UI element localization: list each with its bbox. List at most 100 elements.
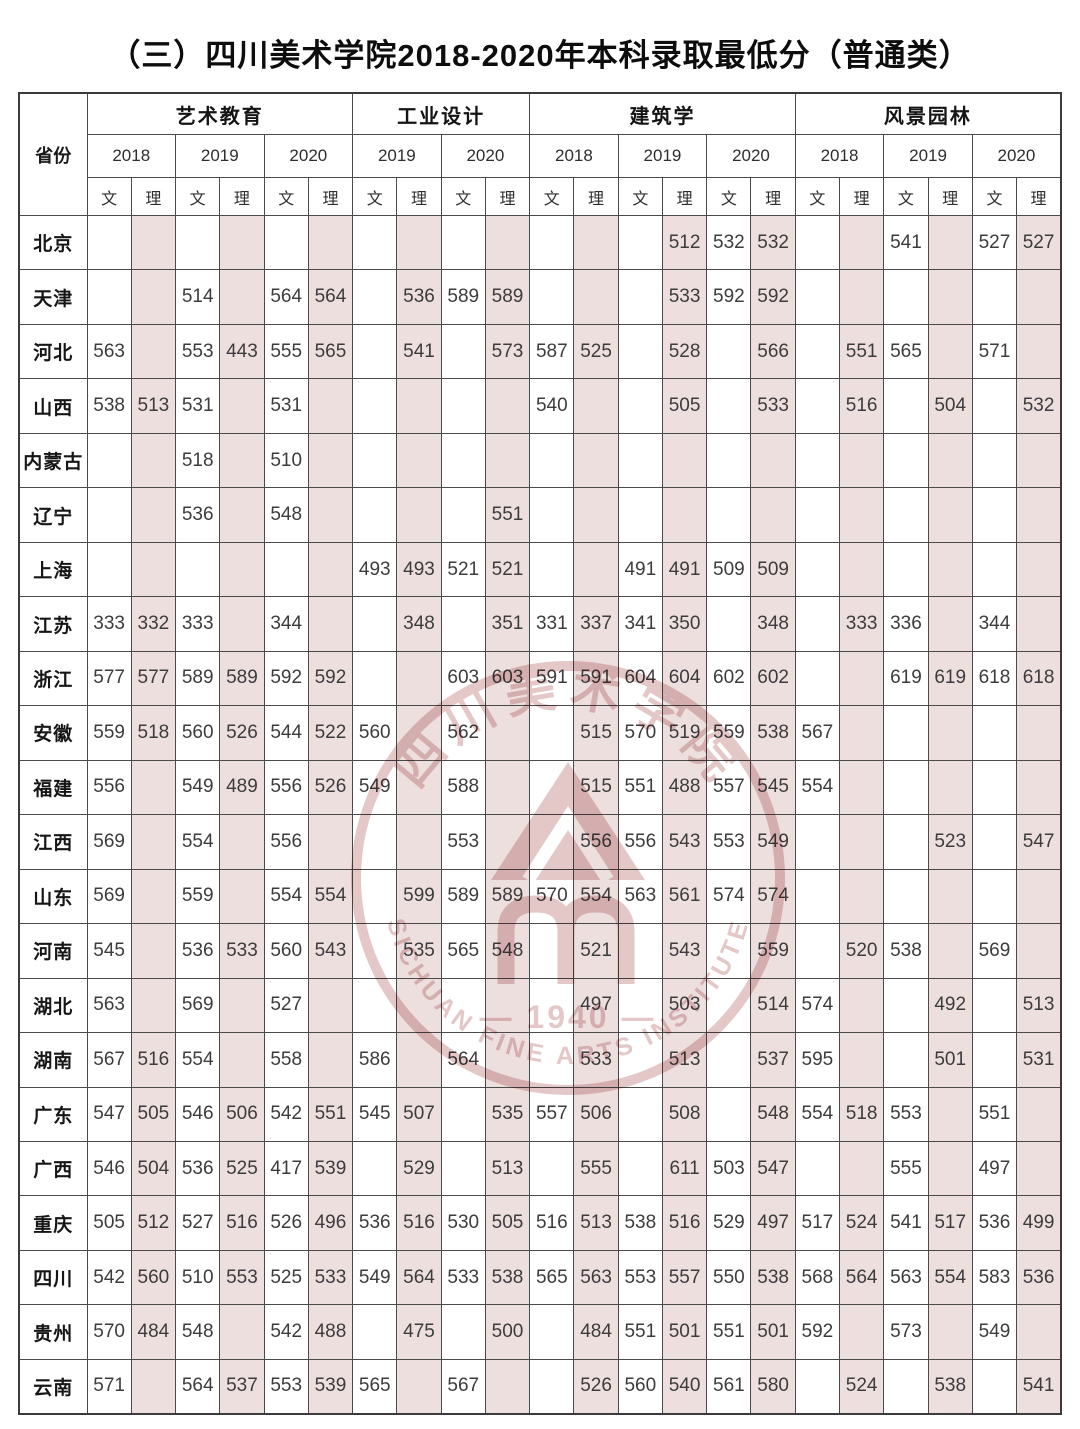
- score-cell: [794, 923, 841, 979]
- table-row: 山东 569 559 554 554 599 589 589 570 554 563 561 574 57…: [18, 868, 1062, 925]
- score-cell: [130, 432, 177, 489]
- score-cell: [307, 596, 354, 652]
- score-cell: 554: [927, 1249, 973, 1306]
- score-cell: 350: [661, 596, 708, 652]
- score-cell: 526: [573, 1358, 619, 1415]
- score-cell: 595: [794, 1032, 841, 1088]
- score-cell: [971, 705, 1018, 761]
- score-cell: [130, 868, 177, 925]
- score-cell: [175, 541, 221, 598]
- score-cell: [130, 487, 177, 543]
- province-cell: 重庆: [18, 1195, 88, 1251]
- score-cell: [1016, 1304, 1062, 1360]
- score-cell: 533: [307, 1249, 354, 1306]
- score-cell: [573, 432, 619, 489]
- score-cell: 333: [839, 596, 885, 652]
- score-cell: 514: [750, 977, 796, 1034]
- score-cell: [396, 977, 442, 1034]
- score-cell: [396, 814, 442, 870]
- score-cell: 563: [86, 323, 132, 380]
- score-cell: [927, 1086, 973, 1142]
- score-cell: [839, 1140, 885, 1197]
- score-cell: [130, 323, 177, 380]
- score-cell: [883, 759, 929, 816]
- score-cell: 543: [661, 923, 708, 979]
- score-cell: [839, 650, 885, 707]
- score-cell: 525: [573, 323, 619, 380]
- score-cell: 558: [263, 1032, 309, 1088]
- score-cell: 549: [750, 814, 796, 870]
- score-cell: 533: [440, 1249, 486, 1306]
- score-cell: [927, 214, 973, 271]
- score-cell: 497: [750, 1195, 796, 1251]
- score-cell: 551: [839, 323, 885, 380]
- title-category: （普通类）: [810, 38, 971, 73]
- score-cell: [484, 378, 531, 434]
- score-cell: [839, 541, 885, 598]
- score-cell: [839, 977, 885, 1034]
- score-cell: 565: [352, 1358, 398, 1415]
- score-cell: 532: [706, 214, 752, 271]
- score-cell: [883, 487, 929, 543]
- score-cell: [927, 1140, 973, 1197]
- province-cell: 天津: [18, 269, 88, 325]
- score-cell: [307, 214, 354, 271]
- score-cell: 577: [86, 650, 132, 707]
- score-cell: 551: [307, 1086, 354, 1142]
- province-cell: 福建: [18, 759, 88, 816]
- score-cell: 497: [573, 977, 619, 1034]
- score-cell: 554: [175, 1032, 221, 1088]
- score-cell: [86, 214, 132, 271]
- year-header: 2019: [617, 134, 708, 178]
- track-header-wen: 文: [175, 177, 221, 216]
- score-cell: 543: [661, 814, 708, 870]
- score-cell: 589: [484, 269, 531, 325]
- score-cell: [1016, 1140, 1062, 1197]
- score-cell: 570: [86, 1304, 132, 1360]
- score-cell: [352, 323, 398, 380]
- score-cell: 538: [484, 1249, 531, 1306]
- score-cell: 526: [307, 759, 354, 816]
- score-cell: [706, 487, 752, 543]
- score-cell: [617, 323, 663, 380]
- score-cell: 548: [263, 487, 309, 543]
- score-cell: 532: [750, 214, 796, 271]
- score-cell: 547: [1016, 814, 1062, 870]
- score-cell: 516: [219, 1195, 265, 1251]
- score-cell: [927, 541, 973, 598]
- score-cell: 525: [219, 1140, 265, 1197]
- score-cell: [484, 1032, 531, 1088]
- score-cell: 580: [750, 1358, 796, 1415]
- score-cell: 510: [175, 1249, 221, 1306]
- score-cell: 604: [661, 650, 708, 707]
- score-cell: 569: [971, 923, 1018, 979]
- score-cell: [794, 541, 841, 598]
- score-cell: 536: [352, 1195, 398, 1251]
- score-cell: 527: [263, 977, 309, 1034]
- score-cell: [1016, 323, 1062, 380]
- page-title: （三）四川美术学院2018-2020年本科录取最低分（普通类）: [0, 0, 1080, 75]
- score-cell: 513: [1016, 977, 1062, 1034]
- table-row: 湖北 563 569 527 497 503 514 574 492 513: [18, 977, 1062, 1034]
- score-cell: 527: [971, 214, 1018, 271]
- score-cell: [706, 432, 752, 489]
- score-cell: [706, 1086, 752, 1142]
- score-cell: [396, 214, 442, 271]
- score-cell: [883, 1358, 929, 1415]
- score-cell: [86, 541, 132, 598]
- score-cell: 555: [573, 1140, 619, 1197]
- scores-table: 省份 艺术教育 工业设计 建筑学 风景园林 2018 2019 2020 2019 2020 201…: [18, 92, 1062, 1415]
- score-cell: 545: [86, 923, 132, 979]
- score-cell: 556: [573, 814, 619, 870]
- score-cell: 547: [750, 1140, 796, 1197]
- year-header: 2020: [263, 134, 354, 178]
- table-row: 江苏 333 332 333 344 348 351 331 337 341 350 348 333 33…: [18, 596, 1062, 652]
- score-cell: 517: [927, 1195, 973, 1251]
- score-cell: [529, 1140, 575, 1197]
- score-cell: 602: [750, 650, 796, 707]
- score-cell: [573, 541, 619, 598]
- score-cell: [617, 378, 663, 434]
- score-cell: [927, 923, 973, 979]
- score-cell: [927, 868, 973, 925]
- score-cell: [617, 432, 663, 489]
